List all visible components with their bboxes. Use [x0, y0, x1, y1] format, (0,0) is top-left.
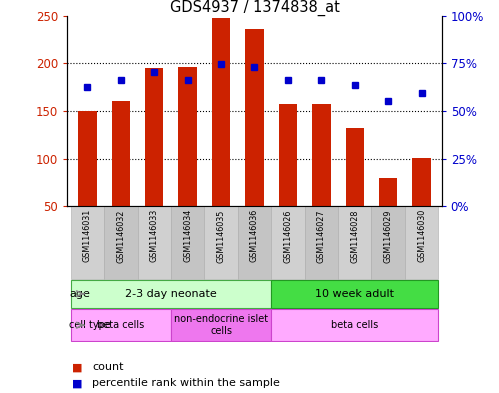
Bar — [371, 206, 405, 279]
Bar — [138, 206, 171, 279]
Text: GSM1146036: GSM1146036 — [250, 209, 259, 263]
Text: GSM1146028: GSM1146028 — [350, 209, 359, 263]
Text: beta cells: beta cells — [331, 320, 378, 330]
Bar — [171, 309, 271, 341]
Bar — [212, 18, 230, 206]
Bar — [246, 29, 263, 206]
Bar — [304, 206, 338, 279]
Bar — [338, 206, 371, 279]
Text: ■: ■ — [72, 378, 83, 388]
Bar — [78, 111, 97, 206]
Text: ■: ■ — [72, 362, 83, 373]
Text: GSM1146030: GSM1146030 — [417, 209, 426, 263]
Text: GSM1146029: GSM1146029 — [384, 209, 393, 263]
Bar — [379, 178, 397, 206]
Bar — [412, 158, 431, 206]
Bar — [271, 206, 304, 279]
Bar — [104, 206, 138, 279]
Bar — [112, 101, 130, 206]
Bar — [145, 68, 164, 206]
Bar — [205, 206, 238, 279]
Text: 10 week adult: 10 week adult — [315, 289, 394, 299]
Text: cell type: cell type — [69, 320, 111, 330]
Bar — [179, 67, 197, 206]
Bar — [345, 128, 364, 206]
Text: GSM1146027: GSM1146027 — [317, 209, 326, 263]
Bar — [71, 206, 104, 279]
Text: non-endocrine islet
cells: non-endocrine islet cells — [174, 314, 268, 336]
Bar — [271, 280, 438, 308]
Bar — [405, 206, 438, 279]
Text: GSM1146026: GSM1146026 — [283, 209, 292, 263]
Bar — [312, 105, 330, 206]
Text: GSM1146034: GSM1146034 — [183, 209, 192, 263]
Text: count: count — [92, 362, 124, 373]
Text: GSM1146033: GSM1146033 — [150, 209, 159, 263]
Bar — [171, 206, 205, 279]
Text: beta cells: beta cells — [97, 320, 144, 330]
Bar — [238, 206, 271, 279]
Bar — [71, 309, 171, 341]
Text: age: age — [69, 289, 90, 299]
Text: GSM1146032: GSM1146032 — [116, 209, 125, 263]
Bar — [71, 280, 271, 308]
Text: GSM1146031: GSM1146031 — [83, 209, 92, 263]
Title: GDS4937 / 1374838_at: GDS4937 / 1374838_at — [170, 0, 339, 16]
Text: percentile rank within the sample: percentile rank within the sample — [92, 378, 280, 388]
Bar — [271, 309, 438, 341]
Text: GSM1146035: GSM1146035 — [217, 209, 226, 263]
Bar — [279, 105, 297, 206]
Text: 2-3 day neonate: 2-3 day neonate — [125, 289, 217, 299]
